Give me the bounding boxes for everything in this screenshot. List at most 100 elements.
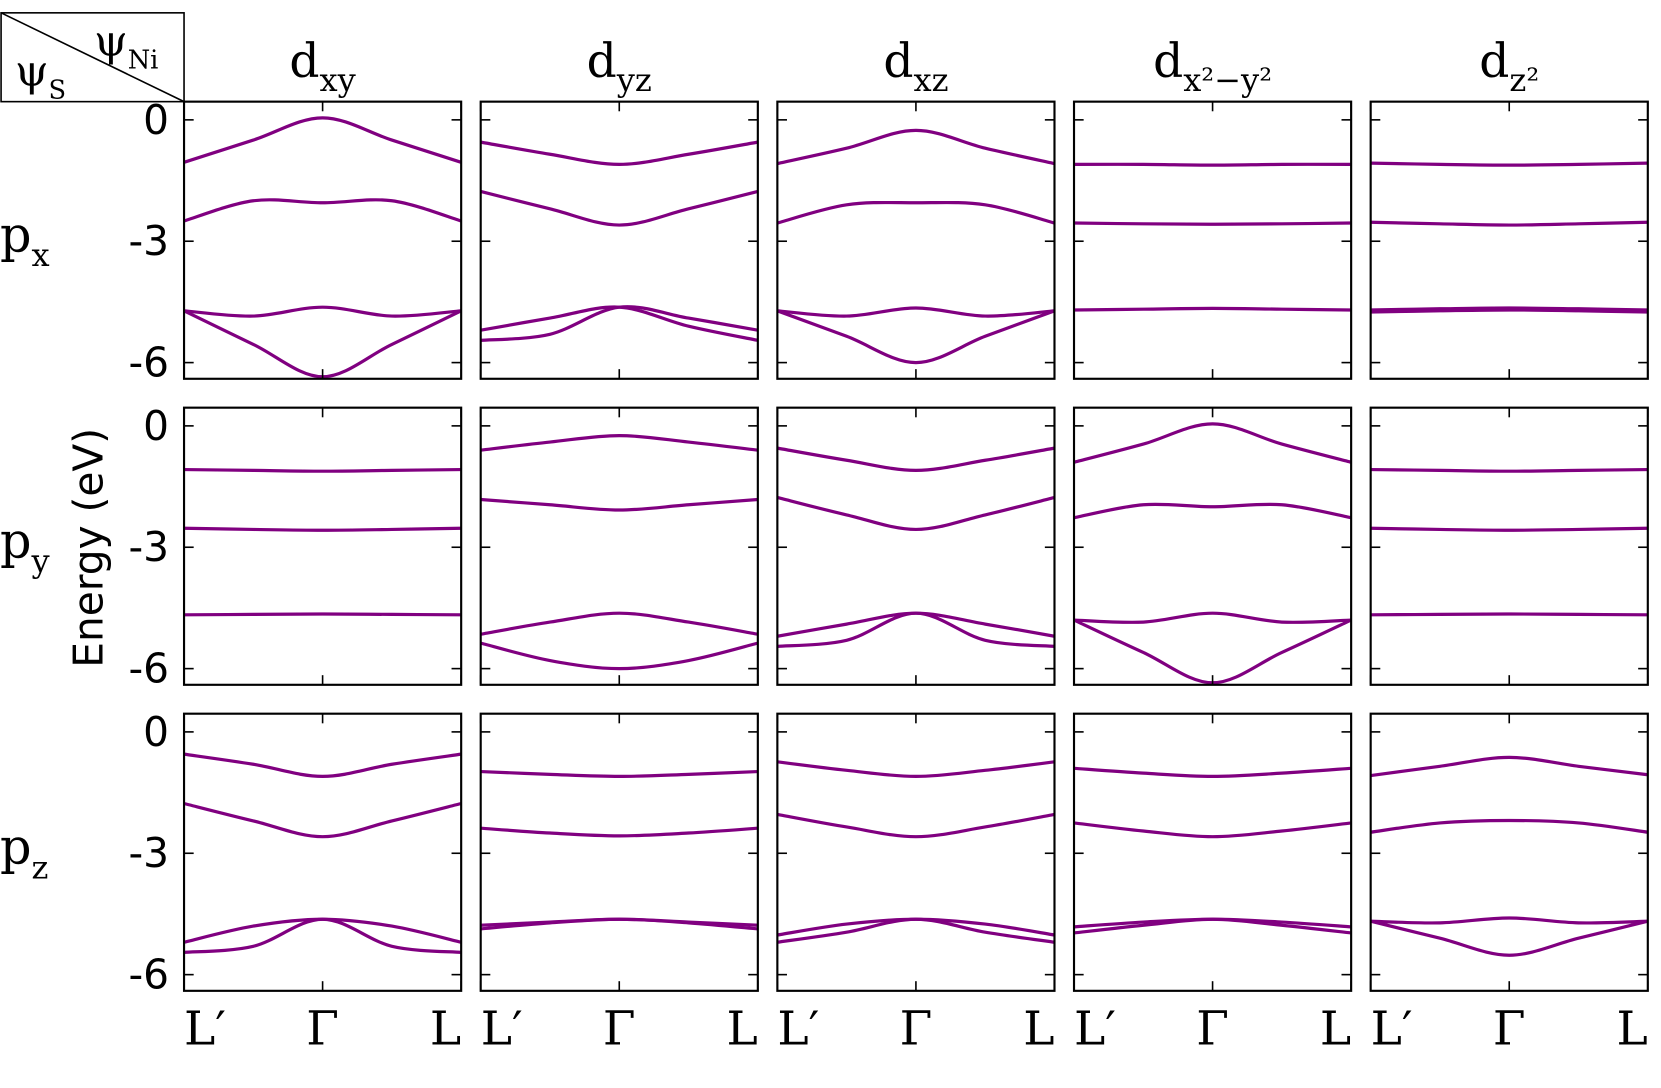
band-line: [776, 309, 1056, 365]
panel-frame: [182, 100, 463, 380]
column-title-sub: xy: [320, 61, 357, 99]
panel-frame: [1072, 406, 1353, 686]
band-line: [1073, 821, 1352, 839]
column-title-sub: xz: [913, 61, 948, 99]
band-line: [480, 140, 759, 166]
panel: L′ Γ L: [1072, 712, 1353, 1056]
band-line: [1370, 526, 1648, 532]
corner-diagonal: [0, 12, 185, 103]
row-title-sub: x: [32, 236, 50, 274]
y-tick-label: 0: [143, 96, 169, 144]
column-title-main: d: [587, 34, 617, 89]
band-line: [480, 769, 758, 779]
band-line: [777, 611, 1055, 648]
x-tick-label: L: [1023, 1001, 1054, 1056]
column-title: dxy: [289, 34, 356, 99]
y-tick-label: -3: [129, 829, 170, 877]
x-tick-label: L: [727, 1001, 758, 1056]
band-line: [184, 612, 462, 617]
column-title-sub: z²: [1509, 61, 1539, 99]
row-title-main: p: [0, 205, 32, 263]
panel: 0 -3 -6: [129, 96, 463, 387]
x-tick-label: L: [1617, 1001, 1648, 1056]
corner-col-label-sub: Ni: [128, 45, 159, 75]
panel: [1369, 100, 1649, 380]
panel: [479, 100, 759, 380]
band-line: [1370, 308, 1648, 314]
corner-row-label-main: ψ: [15, 47, 49, 97]
panel-frame: [1369, 100, 1649, 380]
column-title-sub: x²−y²: [1183, 61, 1272, 99]
band-line: [1370, 612, 1648, 617]
x-tick-label: L′: [1074, 1001, 1116, 1056]
panel-frame: [479, 406, 759, 686]
row-title-sub: y: [31, 542, 51, 580]
band-line: [183, 198, 462, 223]
x-tick-label: L′: [184, 1001, 226, 1056]
band-line: [480, 826, 758, 838]
band-line: [1073, 917, 1352, 935]
band-line: [480, 917, 758, 931]
panel-frame: [1072, 100, 1353, 380]
panel-frame: [776, 406, 1056, 686]
band-line: [777, 812, 1055, 839]
panel-frame: [182, 406, 463, 686]
y-tick-label: 0: [143, 402, 169, 450]
panel-frame: [182, 712, 463, 992]
x-tick-label: Γ: [1196, 1001, 1229, 1056]
band-line: [183, 917, 462, 954]
band-line: [1073, 766, 1352, 779]
column-title-main: d: [1153, 34, 1183, 89]
column-title-sub: yz: [616, 61, 652, 99]
row-title: py: [0, 511, 51, 580]
band-line: [184, 467, 462, 473]
band-line: [1370, 818, 1649, 834]
band-line: [480, 433, 759, 452]
panel: [776, 406, 1056, 686]
x-tick-label: L: [430, 1001, 461, 1056]
x-tick-label: L′: [481, 1001, 523, 1056]
column-title: dx²−y²: [1153, 34, 1272, 99]
band-line: [1073, 306, 1352, 312]
corner-row-label-sub: S: [49, 75, 67, 105]
x-tick-label: L: [1320, 1001, 1351, 1056]
band-line: [1370, 220, 1648, 227]
band-line: [183, 305, 462, 318]
corner-col-label: ψNi: [94, 17, 158, 76]
row-title-sub: z: [32, 848, 49, 886]
panel: [1072, 406, 1353, 686]
panel: [479, 406, 759, 686]
band-line: [1073, 502, 1352, 520]
x-tick-label: Γ: [306, 1001, 339, 1056]
band-line: [777, 128, 1055, 166]
y-tick-label: -3: [129, 523, 170, 571]
band-line: [183, 116, 462, 164]
band-line: [777, 611, 1055, 638]
row-title-main: p: [0, 817, 32, 875]
panel-frame: [479, 100, 759, 380]
panel: L′ Γ L: [1369, 712, 1649, 1056]
band-line: [1370, 306, 1648, 312]
x-tick-label: Γ: [900, 1001, 933, 1056]
band-line: [480, 641, 759, 671]
band-line: [1370, 755, 1648, 778]
column-title: dyz: [587, 34, 652, 99]
band-line: [776, 200, 1055, 225]
panel: [1369, 406, 1649, 686]
column-title: dxz: [883, 34, 948, 99]
y-axis-label: Energy (eV): [65, 428, 113, 668]
panel-frame: [1369, 712, 1649, 992]
x-tick-label: L′: [777, 1001, 819, 1056]
x-tick-label: Γ: [1493, 1001, 1526, 1056]
band-line: [777, 306, 1055, 318]
panel: L′ Γ L: [479, 712, 759, 1056]
band-line: [1073, 618, 1352, 685]
band-line: [1370, 467, 1648, 473]
row-title: pz: [0, 817, 48, 886]
y-tick-label: 0: [143, 708, 169, 756]
y-tick-label: -6: [129, 951, 170, 999]
panel: L′ Γ L: [776, 712, 1056, 1056]
band-line: [777, 446, 1055, 472]
